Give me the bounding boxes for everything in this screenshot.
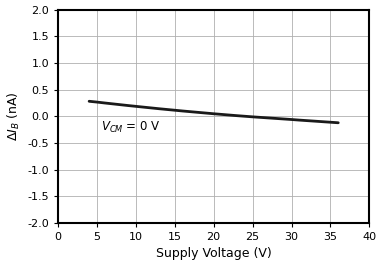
Y-axis label: $\Delta I_B$ (nA): $\Delta I_B$ (nA) [6,91,22,141]
Text: $V_{CM}$ = 0 V: $V_{CM}$ = 0 V [101,120,160,135]
X-axis label: Supply Voltage (V): Supply Voltage (V) [156,247,272,260]
